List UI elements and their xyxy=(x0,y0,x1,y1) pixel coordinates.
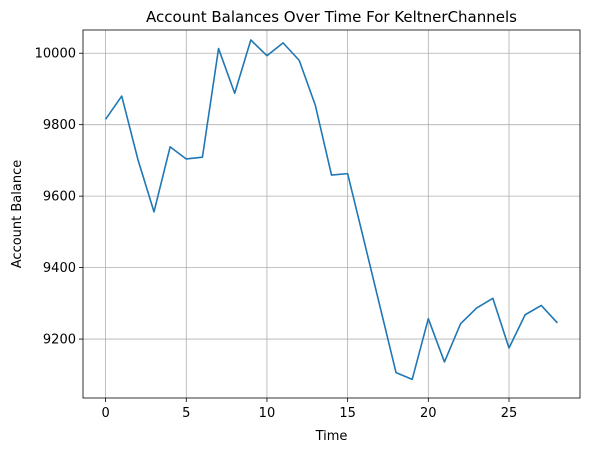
y-tick-label: 9800 xyxy=(43,118,76,133)
x-axis-label: Time xyxy=(315,429,348,444)
y-tick-label: 10000 xyxy=(35,47,76,62)
x-tick-label: 20 xyxy=(420,406,437,421)
y-tick-label: 9400 xyxy=(43,261,76,276)
x-tick-label: 10 xyxy=(259,406,276,421)
y-tick-label: 9200 xyxy=(43,333,76,348)
y-tick-label: 9600 xyxy=(43,190,76,205)
plot-area xyxy=(83,30,580,398)
chart-title: Account Balances Over Time For KeltnerCh… xyxy=(146,8,517,26)
y-axis-label: Account Balance xyxy=(10,160,25,268)
x-tick-label: 0 xyxy=(101,406,109,421)
x-tick-label: 25 xyxy=(501,406,518,421)
x-tick-label: 5 xyxy=(182,406,190,421)
x-tick-label: 15 xyxy=(339,406,356,421)
